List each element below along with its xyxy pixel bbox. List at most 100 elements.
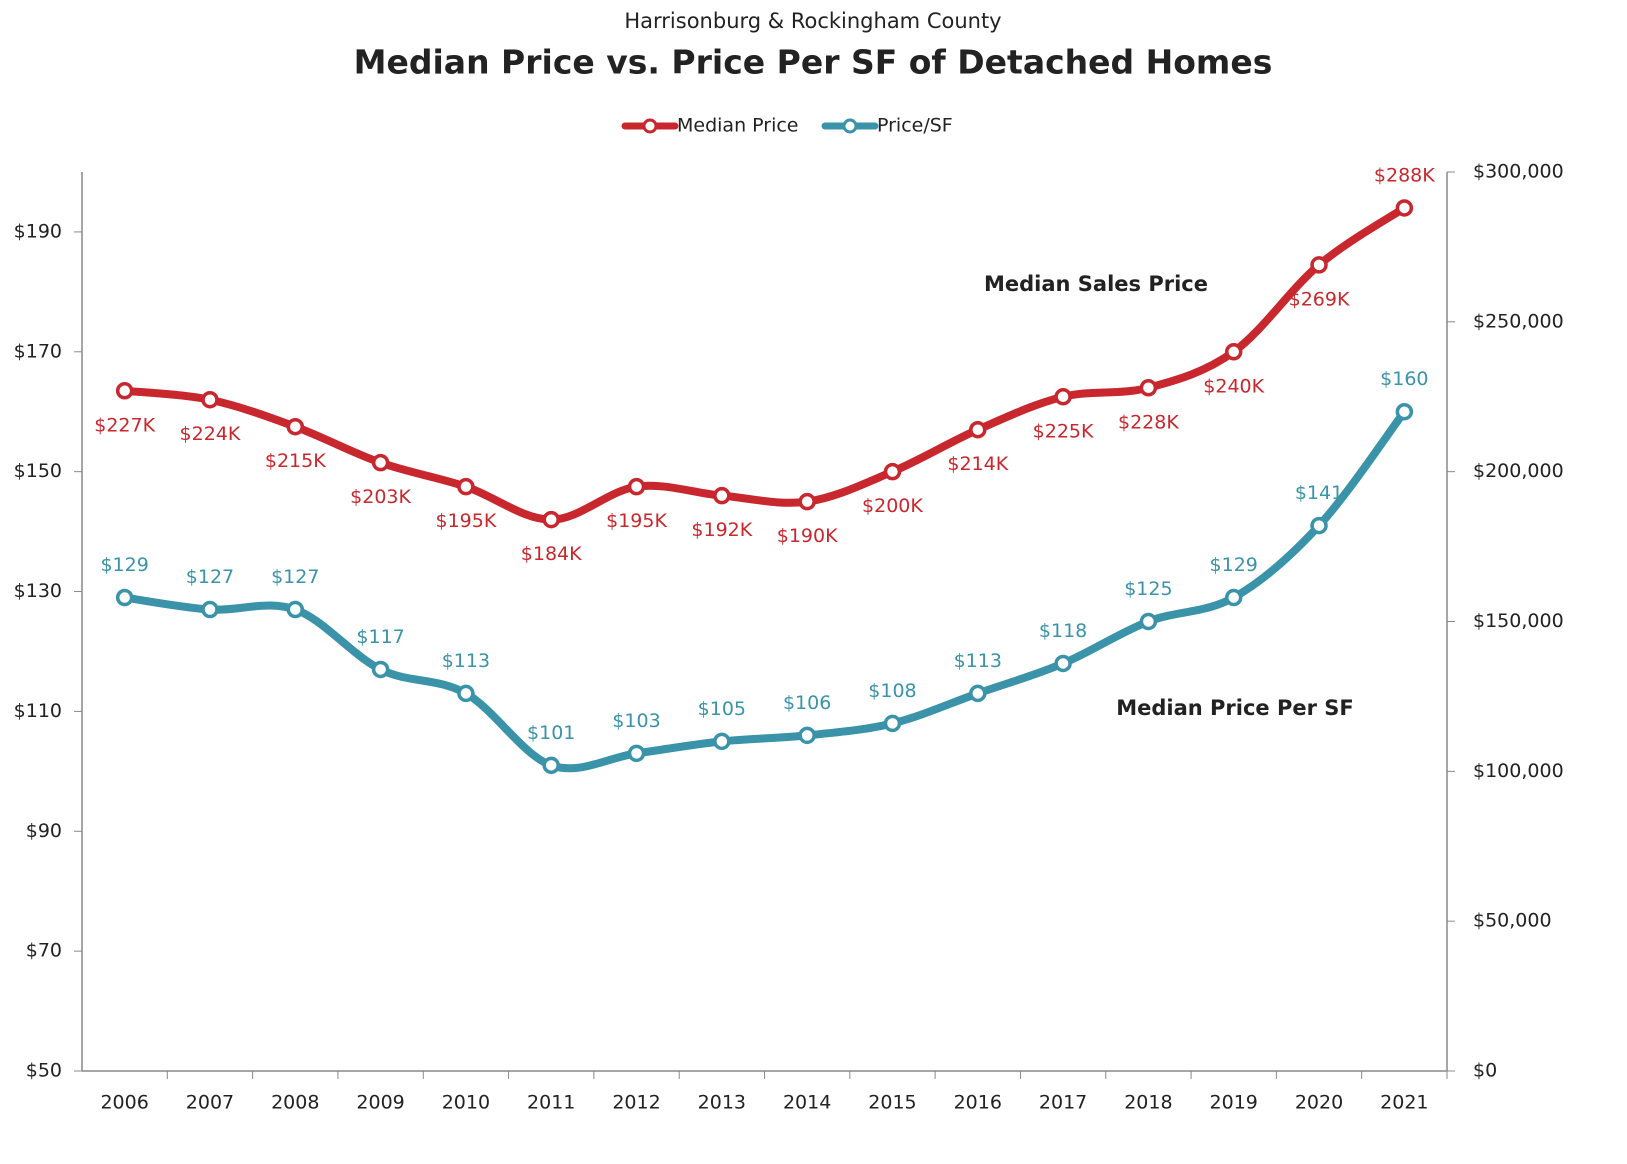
series-line (120, 407, 1409, 773)
point (286, 417, 305, 436)
point (798, 726, 816, 745)
data-label: $228K (1118, 411, 1179, 433)
y2-tick-label: $150,000 (1473, 610, 1564, 632)
point (542, 756, 560, 775)
data-label: $203K (350, 486, 411, 508)
point (713, 732, 731, 751)
data-label: $105 (698, 698, 746, 720)
x-tick-label: 2020 (1295, 1092, 1343, 1114)
point (457, 684, 475, 703)
point (1139, 612, 1158, 631)
x-tick-label: 2013 (698, 1092, 746, 1114)
point (371, 453, 390, 472)
point (1224, 343, 1243, 361)
point (1054, 388, 1072, 406)
annotation: Median Sales Price (984, 272, 1208, 296)
legend-marker (842, 118, 858, 134)
point (1139, 379, 1158, 397)
data-label: $141 (1295, 482, 1343, 504)
x-tick-label: 2009 (356, 1092, 404, 1114)
legend-marker (642, 118, 658, 134)
y2-tick-label: $50,000 (1473, 910, 1552, 932)
point (798, 492, 816, 511)
point (286, 600, 305, 619)
y2-tick-label: $200,000 (1473, 460, 1564, 482)
data-label: $117 (356, 626, 404, 648)
x-tick-label: 2014 (783, 1092, 831, 1114)
point (1310, 516, 1328, 535)
x-tick-label: 2010 (442, 1092, 490, 1114)
y-tick-label: $190 (14, 220, 62, 242)
data-label: $106 (783, 692, 831, 714)
data-label: $113 (954, 650, 1002, 672)
chart-title: Median Price vs. Price Per SF of Detache… (354, 43, 1273, 82)
legend-label: Price/SF (877, 115, 953, 137)
y-tick-label: $50 (26, 1060, 62, 1082)
data-label: $184K (521, 543, 582, 565)
data-label: $125 (1124, 578, 1172, 600)
data-label: $195K (435, 510, 496, 532)
x-tick-label: 2016 (954, 1092, 1002, 1114)
data-label: $200K (862, 495, 923, 517)
y-tick-label: $130 (14, 580, 62, 602)
point (883, 462, 902, 481)
x-tick-label: 2008 (271, 1092, 319, 1114)
point (969, 684, 987, 703)
data-label: $118 (1039, 620, 1087, 642)
y2-tick-label: $0 (1473, 1060, 1497, 1082)
point (969, 420, 987, 439)
data-label: $214K (947, 453, 1008, 475)
x-tick-label: 2011 (527, 1092, 575, 1114)
point (713, 486, 731, 505)
point (115, 382, 134, 400)
data-label: $269K (1289, 288, 1350, 310)
annotation: Median Price Per SF (1116, 696, 1354, 720)
data-label: $215K (265, 450, 326, 472)
legend-label: Median Price (677, 115, 799, 137)
x-tick-label: 2015 (868, 1092, 916, 1114)
chart-subtitle: Harrisonburg & Rockingham County (624, 9, 1001, 33)
point (1395, 199, 1414, 217)
data-label: $129 (1210, 554, 1258, 576)
x-tick-label: 2018 (1124, 1092, 1172, 1114)
x-tick-label: 2017 (1039, 1092, 1087, 1114)
point (201, 600, 219, 619)
point (371, 660, 390, 679)
data-label: $190K (777, 525, 838, 547)
point (457, 477, 475, 496)
series-line (120, 203, 1409, 524)
y-tick-label: $110 (14, 700, 62, 722)
point (115, 588, 134, 607)
y-tick-label: $170 (14, 340, 62, 362)
x-tick-label: 2007 (186, 1092, 234, 1114)
data-label: $192K (691, 519, 752, 541)
point (883, 714, 902, 733)
data-label: $240K (1203, 375, 1264, 397)
y2-tick-label: $100,000 (1473, 760, 1564, 782)
data-label: $103 (612, 710, 660, 732)
point (1054, 654, 1072, 673)
point (1310, 256, 1328, 274)
y2-tick-label: $300,000 (1473, 161, 1564, 183)
x-tick-label: 2021 (1380, 1092, 1428, 1114)
point (542, 510, 560, 529)
data-label: $108 (868, 680, 916, 702)
y2-tick-label: $250,000 (1473, 310, 1564, 332)
data-label: $160 (1380, 368, 1428, 390)
x-tick-label: 2012 (612, 1092, 660, 1114)
y-tick-label: $90 (26, 820, 62, 842)
point (627, 477, 646, 496)
point (201, 390, 219, 409)
data-label: $113 (442, 650, 490, 672)
y-tick-label: $70 (26, 940, 62, 962)
point (627, 744, 646, 763)
point (1224, 588, 1243, 607)
data-label: $227K (94, 414, 155, 436)
data-label: $129 (100, 554, 148, 576)
data-label: $127 (186, 566, 234, 588)
y-tick-label: $150 (14, 460, 62, 482)
point (1395, 402, 1414, 421)
x-tick-label: 2006 (100, 1092, 148, 1114)
data-label: $288K (1374, 164, 1435, 186)
